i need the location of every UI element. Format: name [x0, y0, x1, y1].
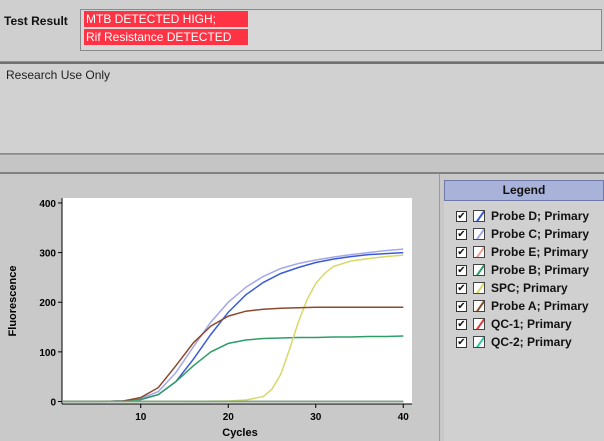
legend-item[interactable]: ✔ QC-2; Primary — [456, 334, 604, 350]
legend-item[interactable]: ✔ QC-1; Primary — [456, 316, 604, 332]
notes-panel: Research Use Only — [0, 62, 604, 154]
plot-area — [62, 198, 412, 404]
legend-item[interactable]: ✔ SPC; Primary — [456, 280, 604, 296]
legend-checkbox[interactable]: ✔ — [456, 336, 467, 348]
legend-item[interactable]: ✔ Probe D; Primary — [456, 208, 604, 224]
line-swatch-icon — [473, 300, 485, 312]
x-tick-label: 20 — [223, 412, 235, 423]
y-tick-label: 100 — [39, 348, 56, 359]
legend-item-label: Probe B; Primary — [491, 263, 590, 277]
x-tick-label: 30 — [310, 412, 322, 423]
x-axis-label: Cycles — [222, 427, 257, 439]
y-tick-label: 200 — [39, 298, 56, 309]
line-swatch-icon — [473, 282, 485, 294]
x-tick-label: 10 — [135, 412, 147, 423]
legend-checkbox[interactable]: ✔ — [456, 318, 467, 330]
legend-item-label: Probe C; Primary — [491, 227, 590, 241]
line-swatch-icon — [473, 210, 485, 222]
legend-item-label: Probe E; Primary — [491, 245, 589, 259]
result-line-mtb: MTB DETECTED HIGH; — [84, 11, 248, 27]
legend-item-label: Probe D; Primary — [491, 209, 590, 223]
notes-text: Research Use Only — [6, 68, 111, 82]
line-swatch-icon — [473, 336, 485, 348]
y-axis-label: Fluorescence — [7, 266, 19, 337]
panel-splitter[interactable] — [0, 154, 604, 174]
legend-item[interactable]: ✔ Probe A; Primary — [456, 298, 604, 314]
legend-item[interactable]: ✔ Probe B; Primary — [456, 262, 604, 278]
result-line-rif: Rif Resistance DETECTED — [84, 29, 248, 45]
legend-checkbox[interactable]: ✔ — [456, 282, 467, 294]
test-result-field: MTB DETECTED HIGH; Rif Resistance DETECT… — [80, 9, 602, 51]
legend-item-label: QC-1; Primary — [491, 317, 572, 331]
line-swatch-icon — [473, 318, 485, 330]
legend-checkbox[interactable]: ✔ — [456, 228, 467, 240]
y-tick-label: 400 — [39, 199, 56, 210]
series-line-probe-c-primary — [62, 248, 404, 403]
legend-checkbox[interactable]: ✔ — [456, 264, 467, 276]
amplification-chart: 0 100 200 300 400 10 20 30 40 Fluorescence Cycl… — [7, 198, 412, 439]
legend-item-label: QC-2; Primary — [491, 335, 572, 349]
legend-item-label: Probe A; Primary — [491, 299, 589, 313]
legend-item[interactable]: ✔ Probe C; Primary — [456, 226, 604, 242]
legend-checkbox[interactable]: ✔ — [456, 210, 467, 222]
series-line-probe-a-primary — [62, 306, 404, 403]
test-result-label: Test Result — [4, 14, 68, 28]
line-swatch-icon — [473, 246, 485, 258]
line-swatch-icon — [473, 228, 485, 240]
amplification-chart-panel: 0 100 200 300 400 10 20 30 40 Fluorescence Cycl… — [0, 174, 440, 441]
legend-checkbox[interactable]: ✔ — [456, 246, 467, 258]
test-result-panel: Test Result MTB DETECTED HIGH; Rif Resis… — [0, 0, 604, 62]
legend-panel: Legend ✔ Probe D; Primary ✔ Probe C; Primar… — [444, 180, 604, 441]
legend-checkbox[interactable]: ✔ — [456, 300, 467, 312]
line-swatch-icon — [473, 264, 485, 276]
legend-item[interactable]: ✔ Probe E; Primary — [456, 244, 604, 260]
y-tick-label: 300 — [39, 249, 56, 260]
y-tick-label: 0 — [50, 398, 56, 409]
x-tick-label: 40 — [398, 412, 410, 423]
legend-item-label: SPC; Primary — [491, 281, 568, 295]
series-line-probe-b-primary — [62, 335, 404, 403]
legend-header: Legend — [444, 180, 604, 201]
